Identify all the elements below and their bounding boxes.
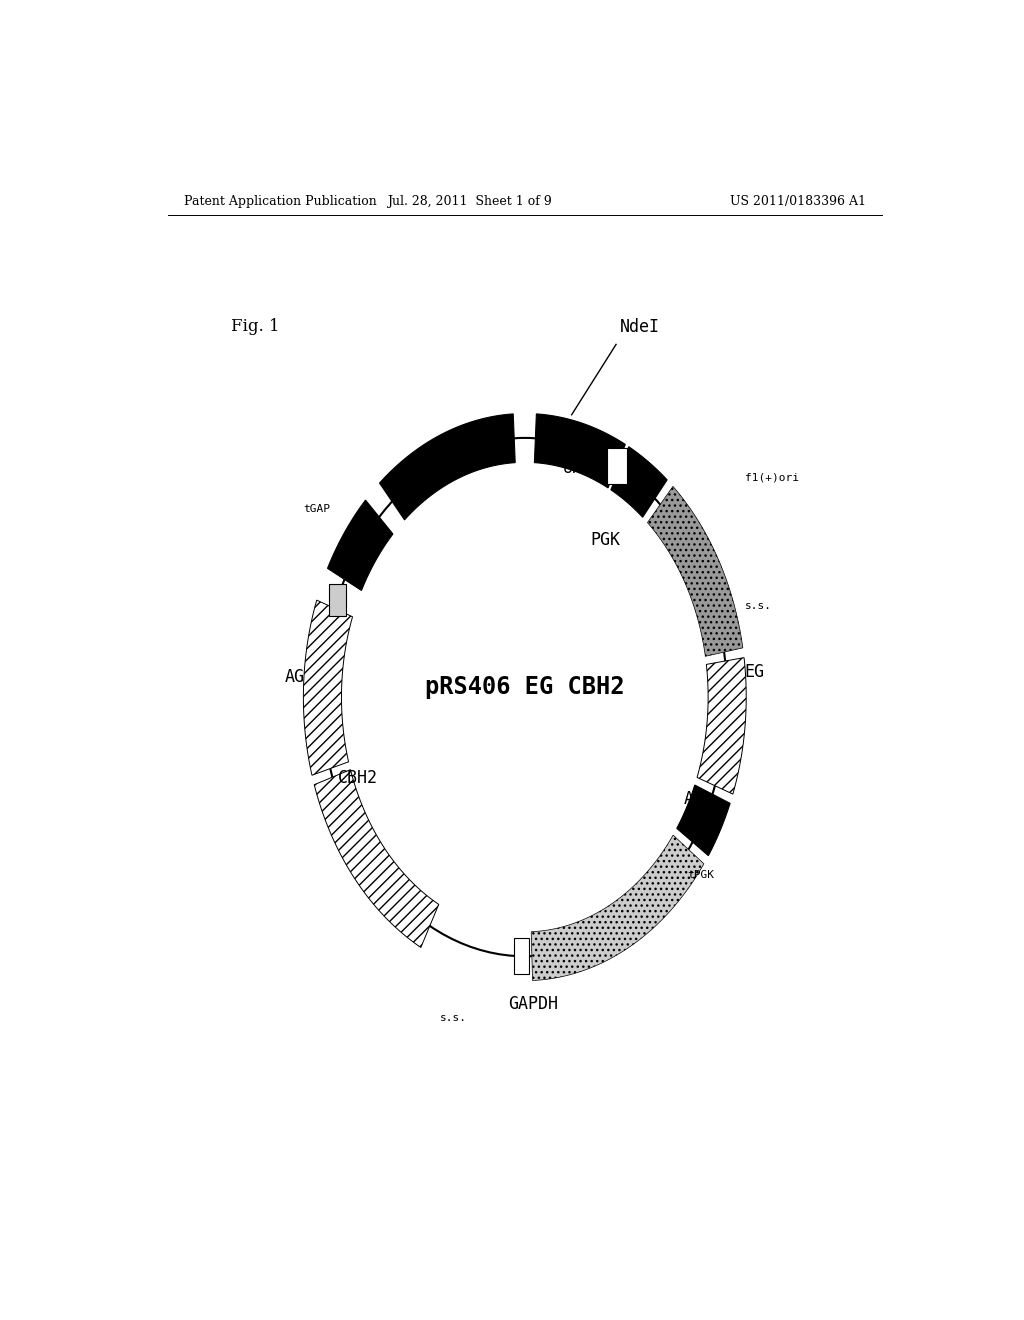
FancyBboxPatch shape xyxy=(514,939,528,974)
Text: US 2011/0183396 A1: US 2011/0183396 A1 xyxy=(730,194,866,207)
Text: NdeI: NdeI xyxy=(620,318,660,337)
Text: s.s.: s.s. xyxy=(744,601,772,611)
Text: Fig. 1: Fig. 1 xyxy=(231,318,280,334)
Text: AG: AG xyxy=(285,668,305,686)
Text: tPGK: tPGK xyxy=(687,870,715,880)
Polygon shape xyxy=(380,414,515,520)
Text: Patent Application Publication: Patent Application Publication xyxy=(183,194,376,207)
Text: EG: EG xyxy=(744,663,765,681)
Text: GAPDH: GAPDH xyxy=(508,995,558,1012)
Polygon shape xyxy=(611,446,667,517)
Text: AG: AG xyxy=(684,789,703,808)
Polygon shape xyxy=(697,657,746,795)
Text: PGK: PGK xyxy=(590,531,620,549)
Text: CBH2: CBH2 xyxy=(338,770,378,788)
Text: Jul. 28, 2011  Sheet 1 of 9: Jul. 28, 2011 Sheet 1 of 9 xyxy=(387,194,552,207)
Text: tGAP: tGAP xyxy=(303,504,331,513)
Text: Amp: Amp xyxy=(416,459,445,478)
Polygon shape xyxy=(647,486,742,656)
Text: URA3: URA3 xyxy=(563,459,603,478)
Polygon shape xyxy=(303,601,352,775)
Text: pRS406 EG CBH2: pRS406 EG CBH2 xyxy=(425,675,625,698)
Polygon shape xyxy=(314,770,438,948)
Polygon shape xyxy=(328,500,393,590)
Polygon shape xyxy=(531,836,703,981)
Text: R: R xyxy=(475,438,481,447)
FancyBboxPatch shape xyxy=(329,583,346,616)
Polygon shape xyxy=(535,414,626,488)
Polygon shape xyxy=(677,785,730,855)
Text: f1(+)ori: f1(+)ori xyxy=(744,473,799,483)
FancyBboxPatch shape xyxy=(606,447,627,484)
Text: s.s.: s.s. xyxy=(440,1014,467,1023)
